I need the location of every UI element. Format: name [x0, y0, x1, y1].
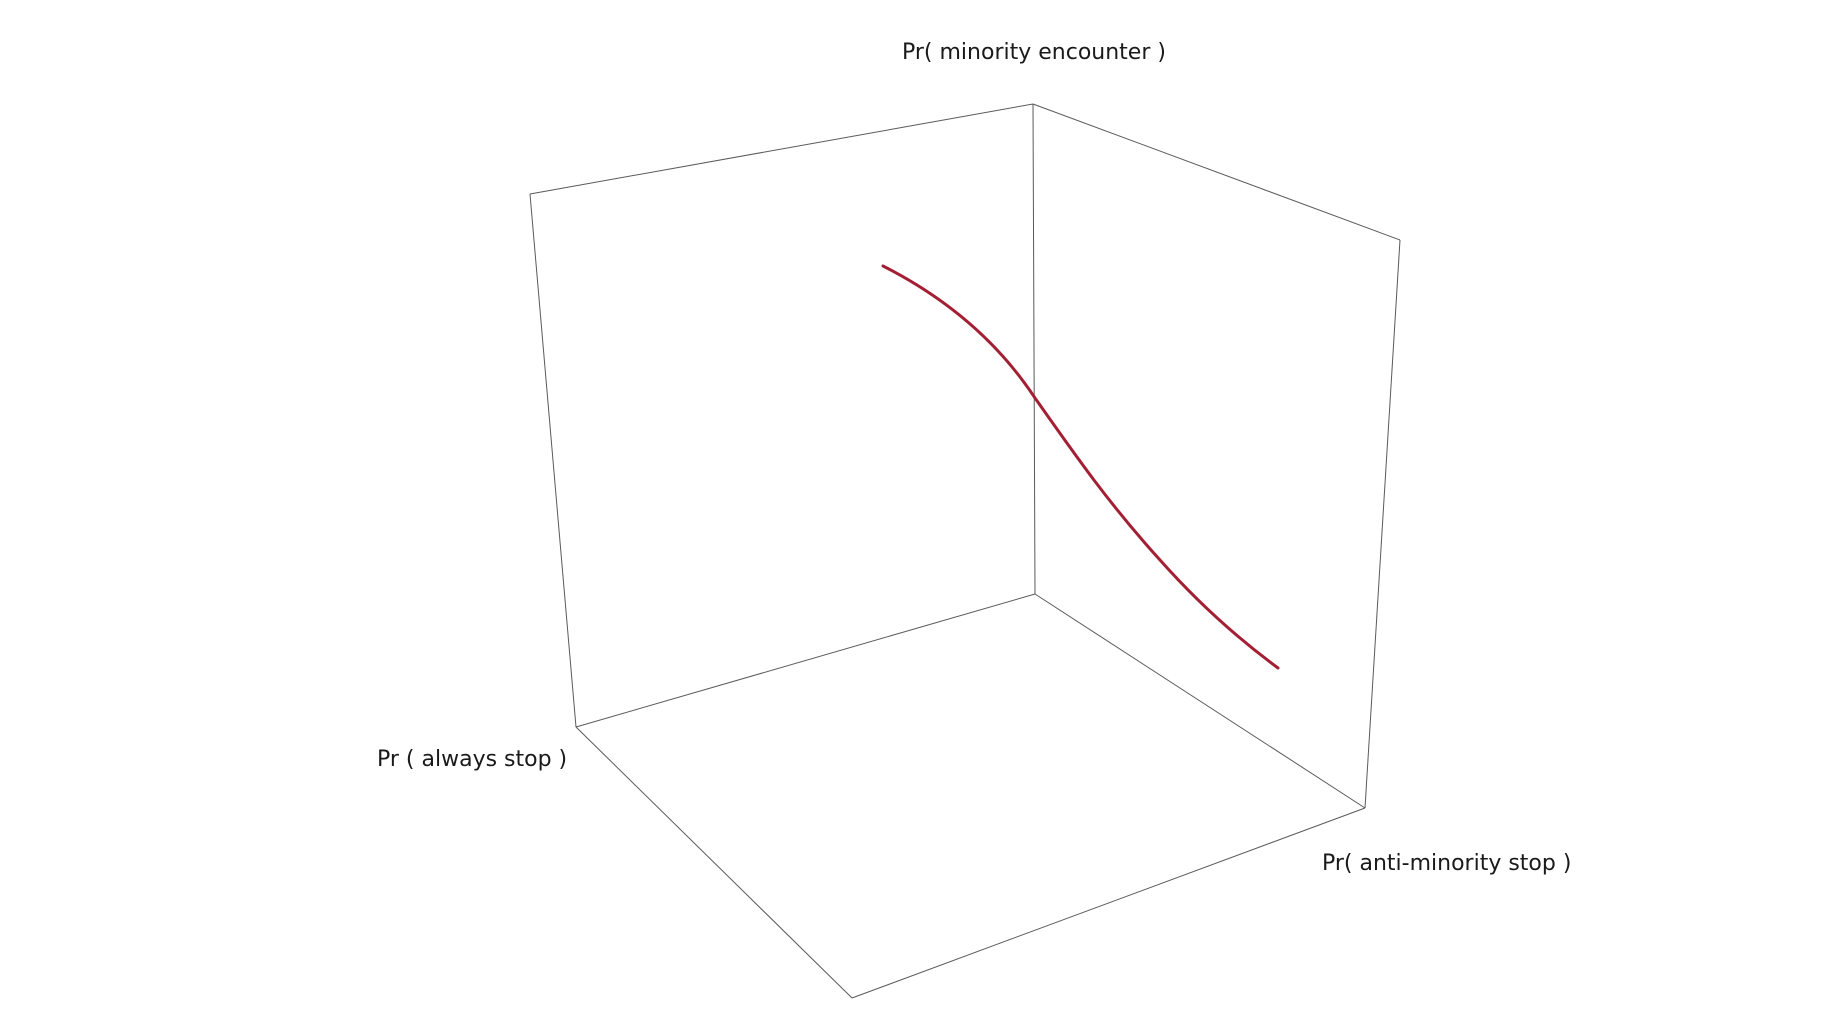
- box-edge-back-top-left: [529, 103, 1034, 195]
- box-edge-back-vertical: [1032, 103, 1036, 595]
- box-edge-left-vertical: [529, 193, 577, 728]
- box-edge-right-vertical: [1364, 239, 1401, 809]
- box-edge-floor-back-right: [1034, 593, 1366, 809]
- axis-label-anti-minority-stop: Pr( anti-minority stop ): [1322, 851, 1572, 876]
- box-edge-floor-back-left: [575, 593, 1036, 728]
- box-edge-floor-front-right: [851, 807, 1366, 999]
- probability-curve: [881, 264, 1280, 670]
- box-edge-back-top-right: [1032, 103, 1401, 241]
- axis-label-minority-encounter: Pr( minority encounter ): [902, 40, 1166, 65]
- axis-label-always-stop: Pr ( always stop ): [377, 747, 568, 772]
- box-edge-floor-front-left: [575, 726, 853, 999]
